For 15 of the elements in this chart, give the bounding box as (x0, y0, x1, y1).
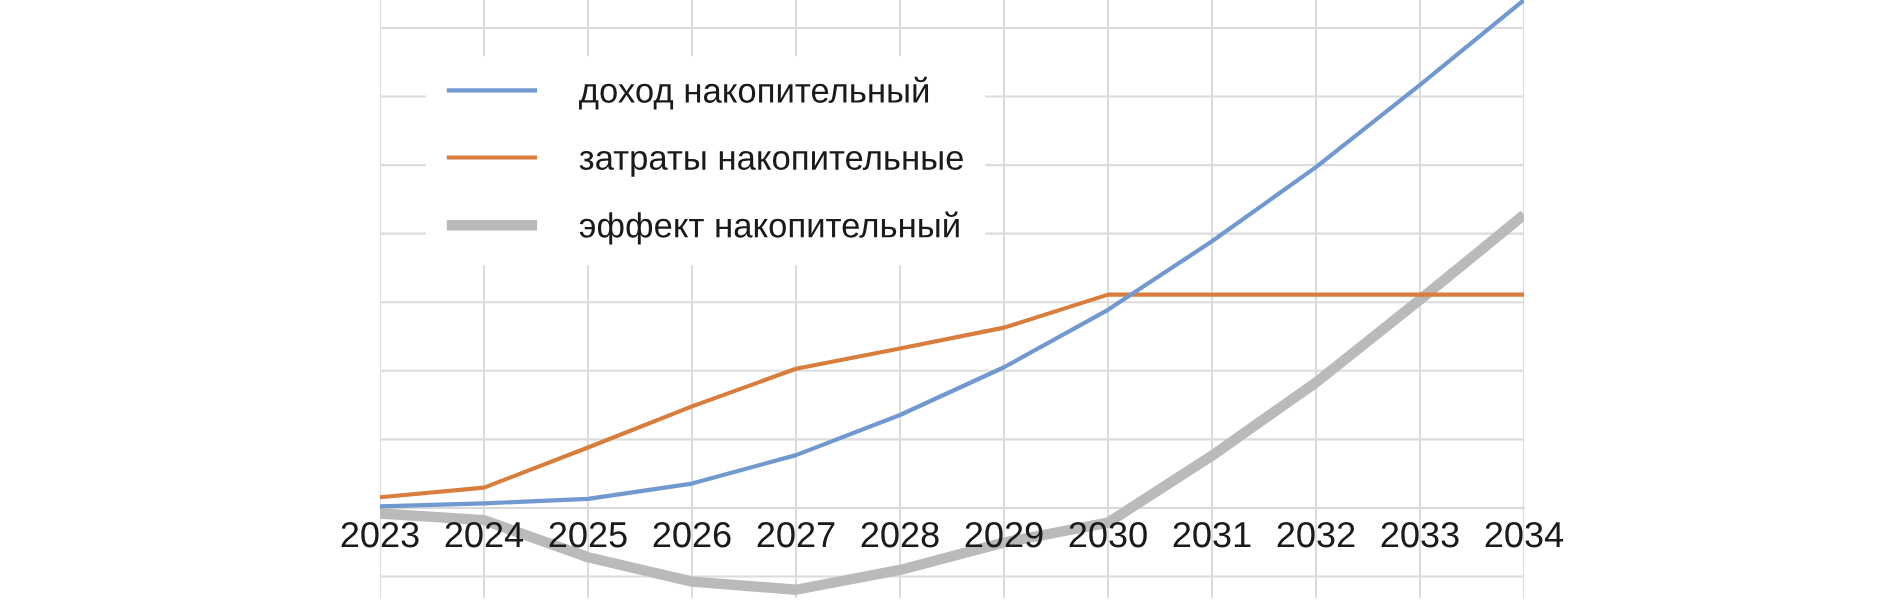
x-tick-label: 2034 (1485, 521, 1564, 548)
x-tick-label: 2033 (1381, 521, 1459, 548)
legend-label: эффект накопительный (579, 211, 959, 245)
x-tick-label: 2028 (861, 521, 939, 548)
x-tick-label: 2027 (757, 521, 835, 548)
x-tick-label: 2024 (445, 521, 524, 548)
x-tick-label: 2029 (965, 521, 1043, 548)
legend-label: затраты накопительные (579, 150, 963, 177)
legend-label: доход накопительный (579, 76, 929, 110)
x-tick-label: 2023 (341, 521, 419, 548)
x-tick-label: 2032 (1277, 521, 1355, 548)
x-tick-label: 2031 (1173, 521, 1251, 548)
x-tick-label: 2030 (1069, 521, 1147, 548)
x-tick-label: 2026 (653, 521, 731, 548)
x-tick-label: 2025 (549, 521, 627, 548)
